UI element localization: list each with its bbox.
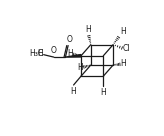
Text: H: H (120, 27, 126, 36)
Text: O: O (66, 35, 72, 44)
Text: H: H (85, 25, 91, 34)
Text: H: H (121, 59, 126, 68)
Text: H: H (67, 50, 73, 58)
Text: O: O (51, 46, 57, 55)
Text: Cl: Cl (123, 44, 130, 52)
Text: H: H (70, 87, 76, 96)
Text: H₃C: H₃C (29, 50, 43, 58)
Text: H: H (101, 88, 106, 97)
Text: H: H (37, 50, 43, 58)
Polygon shape (65, 55, 81, 57)
Text: H: H (77, 63, 83, 72)
